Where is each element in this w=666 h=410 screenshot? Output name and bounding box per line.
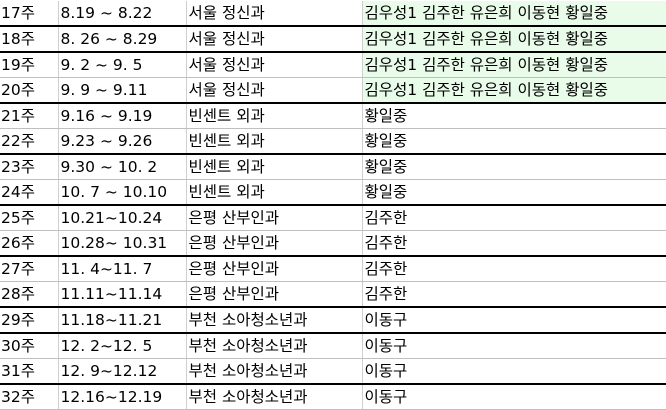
staff-cell[interactable]: 황일중 xyxy=(362,103,666,129)
week-cell[interactable]: 17주 xyxy=(0,1,58,26)
week-cell[interactable]: 28주 xyxy=(0,282,58,308)
week-cell[interactable]: 27주 xyxy=(0,256,58,282)
week-cell[interactable]: 22주 xyxy=(0,129,58,155)
table-row: 27주 11. 4~11. 7 은평 산부인과 김주한 xyxy=(0,256,666,282)
staff-cell[interactable]: 황일중 xyxy=(362,129,666,155)
table-row: 32주 12.16~12.19 부천 소아청소년과 이동구 xyxy=(0,384,666,410)
table-row: 18주 8. 26 ~ 8.29 서울 정신과 김우성1 김주한 유은희 이동현 황일… xyxy=(0,26,666,52)
department-cell[interactable]: 서울 정신과 xyxy=(186,1,362,26)
department-cell[interactable]: 빈센트 외과 xyxy=(186,103,362,129)
date-range-cell[interactable]: 8. 26 ~ 8.29 xyxy=(58,26,186,52)
staff-cell[interactable]: 이동구 xyxy=(362,384,666,410)
week-cell[interactable]: 18주 xyxy=(0,26,58,52)
table-row: 22주 9.23 ~ 9.26 빈센트 외과 황일중 xyxy=(0,129,666,155)
staff-cell[interactable]: 이동구 xyxy=(362,307,666,333)
week-cell[interactable]: 29주 xyxy=(0,307,58,333)
week-cell[interactable]: 24주 xyxy=(0,180,58,206)
date-range-cell[interactable]: 9. 9 ~ 9.11 xyxy=(58,78,186,104)
week-cell[interactable]: 31주 xyxy=(0,359,58,385)
date-range-cell[interactable]: 11. 4~11. 7 xyxy=(58,256,186,282)
date-range-cell[interactable]: 9.30 ~ 10. 2 xyxy=(58,154,186,180)
date-range-cell[interactable]: 8.19 ~ 8.22 xyxy=(58,1,186,26)
week-cell[interactable]: 30주 xyxy=(0,333,58,359)
date-range-cell[interactable]: 12. 2~12. 5 xyxy=(58,333,186,359)
staff-cell[interactable]: 황일중 xyxy=(362,154,666,180)
staff-cell[interactable]: 이동구 xyxy=(362,359,666,385)
department-cell[interactable]: 부천 소아청소년과 xyxy=(186,307,362,333)
table-row: 21주 9.16 ~ 9.19 빈센트 외과 황일중 xyxy=(0,103,666,129)
date-range-cell[interactable]: 10.28~ 10.31 xyxy=(58,231,186,257)
table-row: 23주 9.30 ~ 10. 2 빈센트 외과 황일중 xyxy=(0,154,666,180)
staff-cell[interactable]: 이동구 xyxy=(362,333,666,359)
staff-cell[interactable]: 김주한 xyxy=(362,231,666,257)
date-range-cell[interactable]: 12.16~12.19 xyxy=(58,384,186,410)
table-row: 20주 9. 9 ~ 9.11 서울 정신과 김우성1 김주한 유은희 이동현 황일중 xyxy=(0,78,666,104)
table-row: 29주 11.18~11.21 부천 소아청소년과 이동구 xyxy=(0,307,666,333)
date-range-cell[interactable]: 11.11~11.14 xyxy=(58,282,186,308)
staff-cell[interactable]: 김우성1 김주한 유은희 이동현 황일중 xyxy=(362,78,666,104)
department-cell[interactable]: 빈센트 외과 xyxy=(186,129,362,155)
department-cell[interactable]: 서울 정신과 xyxy=(186,78,362,104)
week-cell[interactable]: 23주 xyxy=(0,154,58,180)
department-cell[interactable]: 부천 소아청소년과 xyxy=(186,359,362,385)
department-cell[interactable]: 은평 산부인과 xyxy=(186,205,362,231)
table-row: 25주 10.21~10.24 은평 산부인과 김주한 xyxy=(0,205,666,231)
department-cell[interactable]: 서울 정신과 xyxy=(186,26,362,52)
staff-cell[interactable]: 김주한 xyxy=(362,282,666,308)
date-range-cell[interactable]: 10.21~10.24 xyxy=(58,205,186,231)
staff-cell[interactable]: 황일중 xyxy=(362,180,666,206)
table-row: 24주 10. 7 ~ 10.10 빈센트 외과 황일중 xyxy=(0,180,666,206)
table-row: 31주 12. 9~12.12 부천 소아청소년과 이동구 xyxy=(0,359,666,385)
staff-cell[interactable]: 김우성1 김주한 유은희 이동현 황일중 xyxy=(362,26,666,52)
date-range-cell[interactable]: 10. 7 ~ 10.10 xyxy=(58,180,186,206)
table-row: 17주 8.19 ~ 8.22 서울 정신과 김우성1 김주한 유은희 이동현 황일중 xyxy=(0,1,666,26)
week-cell[interactable]: 20주 xyxy=(0,78,58,104)
department-cell[interactable]: 은평 산부인과 xyxy=(186,256,362,282)
department-cell[interactable]: 부천 소아청소년과 xyxy=(186,384,362,410)
date-range-cell[interactable]: 12. 9~12.12 xyxy=(58,359,186,385)
table-row: 26주 10.28~ 10.31 은평 산부인과 김주한 xyxy=(0,231,666,257)
week-cell[interactable]: 19주 xyxy=(0,52,58,78)
department-cell[interactable]: 빈센트 외과 xyxy=(186,180,362,206)
week-cell[interactable]: 26주 xyxy=(0,231,58,257)
department-cell[interactable]: 은평 산부인과 xyxy=(186,231,362,257)
week-cell[interactable]: 21주 xyxy=(0,103,58,129)
table-row: 28주 11.11~11.14 은평 산부인과 김주한 xyxy=(0,282,666,308)
staff-cell[interactable]: 김우성1 김주한 유은희 이동현 황일중 xyxy=(362,1,666,26)
department-cell[interactable]: 서울 정신과 xyxy=(186,52,362,78)
staff-cell[interactable]: 김주한 xyxy=(362,256,666,282)
date-range-cell[interactable]: 9.16 ~ 9.19 xyxy=(58,103,186,129)
department-cell[interactable]: 부천 소아청소년과 xyxy=(186,333,362,359)
department-cell[interactable]: 빈센트 외과 xyxy=(186,154,362,180)
department-cell[interactable]: 은평 산부인과 xyxy=(186,282,362,308)
date-range-cell[interactable]: 11.18~11.21 xyxy=(58,307,186,333)
table-row: 19주 9. 2 ~ 9. 5 서울 정신과 김우성1 김주한 유은희 이동현 황일중 xyxy=(0,52,666,78)
week-cell[interactable]: 25주 xyxy=(0,205,58,231)
table-row: 30주 12. 2~12. 5 부천 소아청소년과 이동구 xyxy=(0,333,666,359)
staff-cell[interactable]: 김주한 xyxy=(362,205,666,231)
staff-cell[interactable]: 김우성1 김주한 유은희 이동현 황일중 xyxy=(362,52,666,78)
date-range-cell[interactable]: 9. 2 ~ 9. 5 xyxy=(58,52,186,78)
date-range-cell[interactable]: 9.23 ~ 9.26 xyxy=(58,129,186,155)
week-cell[interactable]: 32주 xyxy=(0,384,58,410)
